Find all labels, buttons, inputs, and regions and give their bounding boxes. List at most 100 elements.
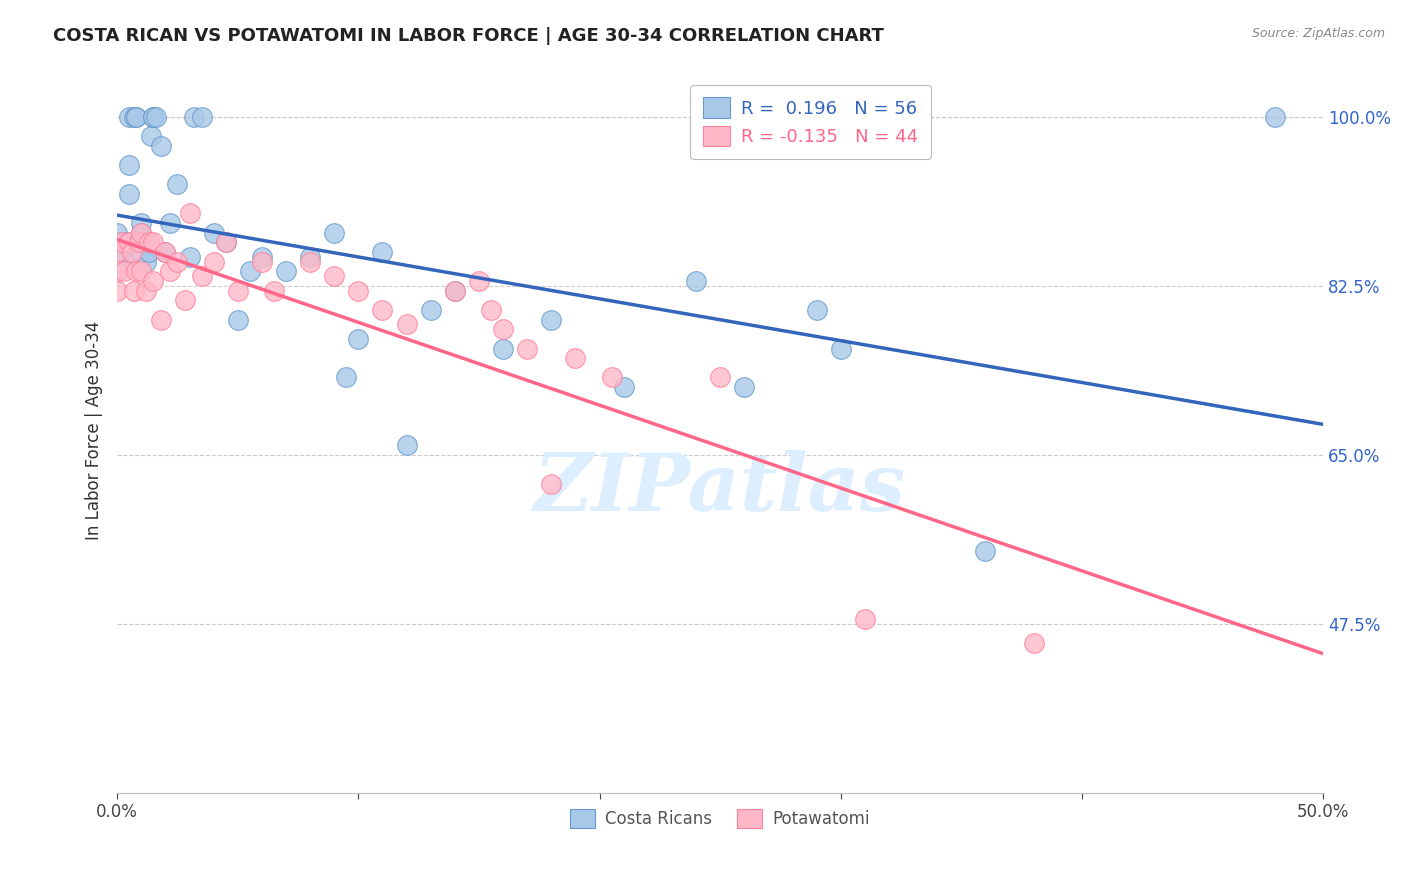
Point — [105, 244, 128, 259]
Point — [347, 332, 370, 346]
Point — [173, 293, 195, 308]
Point — [540, 476, 562, 491]
Point — [323, 269, 346, 284]
Point — [105, 284, 128, 298]
Point — [122, 284, 145, 298]
Point — [131, 244, 153, 259]
Point — [347, 284, 370, 298]
Point — [121, 244, 143, 259]
Point — [250, 250, 273, 264]
Point — [105, 250, 128, 264]
Point — [600, 370, 623, 384]
Text: COSTA RICAN VS POTAWATOMI IN LABOR FORCE | AGE 30-34 CORRELATION CHART: COSTA RICAN VS POTAWATOMI IN LABOR FORCE… — [53, 27, 884, 45]
Point — [132, 235, 155, 250]
Point — [105, 235, 128, 250]
Point — [830, 342, 852, 356]
Point — [179, 250, 201, 264]
Point — [105, 254, 128, 268]
Point — [733, 380, 755, 394]
Point — [190, 269, 212, 284]
Point — [118, 110, 141, 124]
Point — [139, 129, 162, 144]
Point — [444, 284, 467, 298]
Text: ZIPatlas: ZIPatlas — [534, 450, 907, 527]
Y-axis label: In Labor Force | Age 30-34: In Labor Force | Age 30-34 — [86, 321, 103, 541]
Point — [1022, 636, 1045, 650]
Point — [1264, 110, 1286, 124]
Point — [564, 351, 586, 366]
Point — [125, 264, 148, 278]
Point — [159, 216, 181, 230]
Point — [215, 235, 238, 250]
Point — [613, 380, 636, 394]
Point — [112, 254, 135, 268]
Point — [974, 544, 997, 558]
Point — [131, 226, 153, 240]
Point — [105, 264, 128, 278]
Point — [135, 284, 157, 298]
Point — [299, 254, 322, 268]
Point — [166, 178, 188, 192]
Text: Source: ZipAtlas.com: Source: ZipAtlas.com — [1251, 27, 1385, 40]
Point — [419, 302, 441, 317]
Point — [125, 110, 148, 124]
Point — [155, 244, 177, 259]
Legend: Costa Ricans, Potawatomi: Costa Ricans, Potawatomi — [564, 803, 876, 835]
Point — [149, 138, 172, 153]
Point — [709, 370, 731, 384]
Point — [111, 244, 134, 259]
Point — [492, 342, 515, 356]
Point — [299, 250, 322, 264]
Point — [395, 318, 418, 332]
Point — [118, 187, 141, 202]
Point — [226, 312, 249, 326]
Point — [202, 254, 225, 268]
Point — [492, 322, 515, 336]
Point — [131, 264, 153, 278]
Point — [444, 284, 467, 298]
Point — [149, 312, 172, 326]
Point — [135, 254, 157, 268]
Point — [540, 312, 562, 326]
Point — [183, 110, 205, 124]
Point — [105, 264, 128, 278]
Point — [853, 612, 876, 626]
Point — [179, 206, 201, 220]
Point — [166, 254, 188, 268]
Point — [226, 284, 249, 298]
Point — [115, 235, 138, 250]
Point — [138, 244, 160, 259]
Point — [468, 274, 491, 288]
Point — [131, 226, 153, 240]
Point — [122, 110, 145, 124]
Point — [479, 302, 502, 317]
Point — [112, 264, 135, 278]
Point — [105, 244, 128, 259]
Point — [105, 226, 128, 240]
Point — [145, 110, 167, 124]
Point — [371, 302, 394, 317]
Point — [239, 264, 262, 278]
Point — [159, 264, 181, 278]
Point — [250, 254, 273, 268]
Point — [142, 274, 165, 288]
Point — [274, 264, 297, 278]
Point — [395, 438, 418, 452]
Point — [125, 110, 148, 124]
Point — [142, 110, 165, 124]
Point — [190, 110, 212, 124]
Point — [118, 235, 141, 250]
Point — [516, 342, 538, 356]
Point — [202, 226, 225, 240]
Point — [111, 235, 134, 250]
Point — [128, 235, 150, 250]
Point — [128, 235, 150, 250]
Point — [371, 244, 394, 259]
Point — [142, 110, 165, 124]
Point — [155, 244, 177, 259]
Point — [685, 274, 707, 288]
Point — [263, 284, 285, 298]
Point — [335, 370, 357, 384]
Point — [142, 235, 165, 250]
Point — [215, 235, 238, 250]
